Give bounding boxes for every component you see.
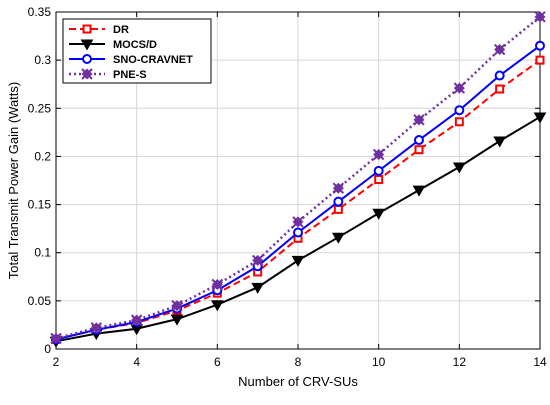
- data-point: [372, 148, 385, 161]
- y-tick-label: 0: [44, 342, 51, 356]
- data-point: [332, 182, 345, 194]
- series-3: [50, 11, 546, 345]
- marker-part: [50, 332, 62, 345]
- marker-part: [413, 114, 425, 126]
- legend-label: PNE-S: [113, 69, 147, 81]
- y-tick-label: 0.3: [34, 53, 51, 67]
- y-axis-ticks: 0 0.05 0.1 0.15 0.2 0.25 0.3 0.35: [28, 5, 540, 356]
- data-point: [251, 254, 264, 267]
- legend-marker: [82, 54, 92, 64]
- x-tick-label: 10: [372, 355, 386, 369]
- y-tick-label: 0.25: [28, 101, 52, 115]
- data-point: [211, 278, 224, 291]
- data-point: [454, 117, 464, 127]
- data-point: [452, 162, 466, 174]
- y-tick-label: 0.05: [28, 294, 52, 308]
- marker-part: [534, 11, 546, 23]
- x-tick-label: 4: [133, 355, 140, 369]
- x-tick-label: 14: [533, 355, 547, 369]
- y-tick-label: 0.35: [28, 5, 52, 19]
- data-point: [333, 204, 343, 214]
- data-point: [454, 105, 465, 116]
- data-point: [493, 43, 506, 56]
- data-point: [493, 136, 507, 148]
- legend-marker: [80, 39, 94, 51]
- x-tick-label: 8: [295, 355, 302, 369]
- marker-part: [453, 82, 466, 94]
- marker-part: [251, 254, 264, 267]
- legend-marker: [82, 24, 92, 34]
- series-layer: [49, 11, 547, 348]
- data-point: [170, 314, 184, 326]
- data-point: [453, 82, 466, 94]
- x-axis-ticks: 2 4 6 8 10 12 14: [53, 12, 547, 369]
- data-point: [533, 112, 547, 124]
- data-point: [534, 11, 546, 23]
- data-point: [251, 282, 265, 294]
- data-point: [293, 227, 303, 238]
- data-point: [50, 332, 62, 345]
- y-tick-label: 0.15: [28, 198, 52, 212]
- y-tick-label: 0.2: [34, 149, 51, 163]
- data-point: [210, 300, 224, 312]
- marker-part: [332, 182, 345, 194]
- data-point: [374, 175, 384, 185]
- x-tick-label: 6: [214, 355, 221, 369]
- data-point: [333, 196, 344, 207]
- marker-part: [90, 322, 103, 334]
- legend-label: SNO-CRAVNET: [113, 54, 193, 66]
- legend: DR MOCS/D SNO-CRAVNET PNE-S: [62, 18, 212, 84]
- data-point: [414, 145, 424, 155]
- data-point: [291, 255, 305, 267]
- marker-part: [493, 43, 506, 56]
- y-axis-label: Total Transmit Power Gain (Watts): [6, 82, 21, 279]
- data-point: [535, 40, 545, 51]
- data-point: [414, 135, 424, 146]
- data-point: [373, 165, 384, 176]
- data-point: [171, 299, 183, 312]
- data-point: [412, 185, 426, 197]
- legend-label: MOCS/D: [113, 39, 157, 51]
- y-tick-label: 0.1: [34, 246, 51, 260]
- x-axis-label: Number of CRV-SUs: [238, 374, 358, 389]
- marker-part: [81, 68, 93, 80]
- data-point: [372, 208, 386, 220]
- marker-part: [130, 314, 143, 326]
- data-point: [130, 314, 143, 326]
- marker-part: [372, 148, 385, 161]
- x-tick-label: 2: [53, 355, 60, 369]
- x-tick-label: 12: [453, 355, 467, 369]
- data-point: [90, 322, 103, 334]
- data-point: [495, 84, 505, 94]
- marker-part: [292, 216, 304, 228]
- data-point: [413, 114, 425, 126]
- data-point: [331, 232, 345, 244]
- series-2: [51, 40, 545, 345]
- data-point: [292, 216, 304, 228]
- legend-label: DR: [113, 24, 129, 36]
- data-point: [535, 55, 545, 65]
- legend-marker: [81, 68, 93, 80]
- marker-part: [211, 278, 224, 291]
- data-point: [494, 70, 505, 81]
- marker-part: [171, 299, 183, 312]
